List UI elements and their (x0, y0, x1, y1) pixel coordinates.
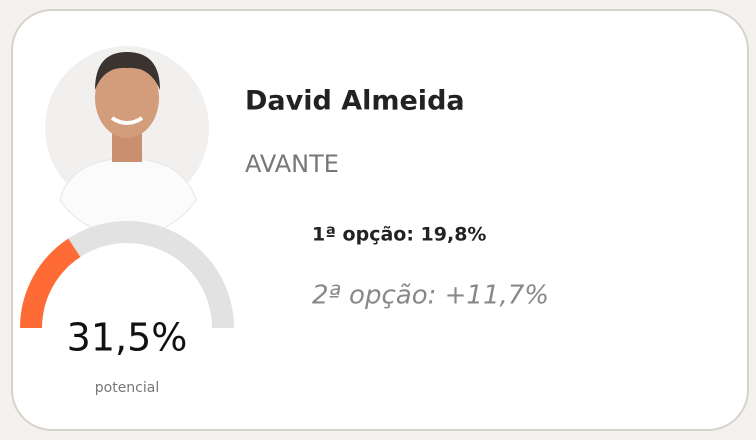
card-view: David Almeida AVANTE 1ª opção: 19,8% 2ª … (0, 0, 756, 436)
first-option: 1ª opção: 19,8% (312, 224, 486, 246)
page: David Almeida AVANTE 1ª opção: 19,8% 2ª … (0, 0, 756, 436)
party: AVANTE (245, 150, 339, 178)
gauge-label: 31,5% (67, 316, 188, 360)
candidate-name: David Almeida (245, 86, 465, 117)
gauge-caption: potencial (95, 380, 159, 396)
second-option: 2ª opção: +11,7% (312, 281, 549, 311)
avatar (45, 46, 209, 236)
